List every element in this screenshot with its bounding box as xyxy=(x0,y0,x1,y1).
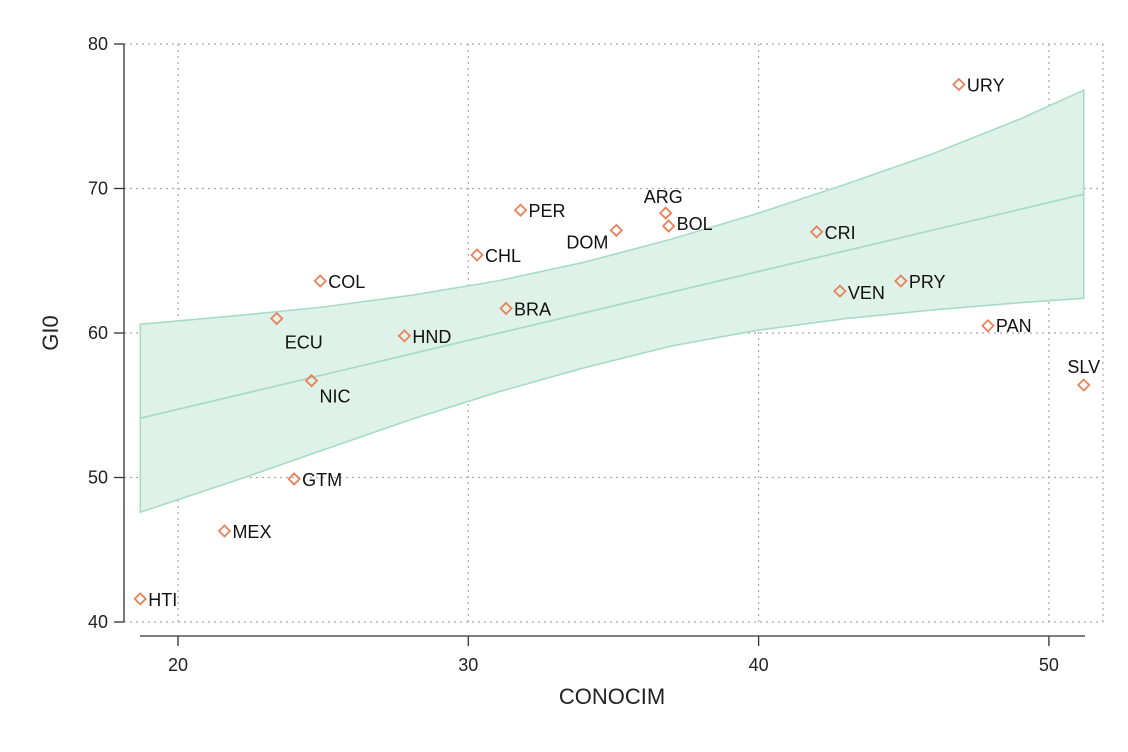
point-ARG xyxy=(658,206,673,220)
point-CRI xyxy=(809,225,824,239)
point-label-VEN: VEN xyxy=(848,283,885,303)
point-label-DOM: DOM xyxy=(566,232,608,252)
y-tick-label-80: 80 xyxy=(88,34,108,54)
y-axis-title: GI0 xyxy=(38,315,63,350)
point-PAN xyxy=(981,319,995,333)
tick-layer: 20 30 40 50 40 50 60 70 80 xyxy=(88,34,1059,675)
confidence-band xyxy=(139,88,1085,514)
point-MEX xyxy=(217,524,232,538)
point-SLV xyxy=(1076,378,1091,392)
point-label-BOL: BOL xyxy=(677,214,713,234)
x-tick-label-50: 50 xyxy=(1039,655,1059,675)
x-axis-title: CONOCIM xyxy=(559,684,665,709)
point-HND xyxy=(397,329,412,343)
point-label-CRI: CRI xyxy=(825,223,856,243)
point-GTM xyxy=(287,472,301,486)
x-tick-label-40: 40 xyxy=(749,655,769,675)
y-tick-label-50: 50 xyxy=(88,468,108,488)
point-label-NIC: NIC xyxy=(320,387,351,407)
y-tick-label-40: 40 xyxy=(88,612,108,632)
point-label-HND: HND xyxy=(412,327,451,347)
point-label-URY: URY xyxy=(967,75,1005,95)
point-label-COL: COL xyxy=(328,272,365,292)
point-ECU xyxy=(269,311,284,326)
point-label-PRY: PRY xyxy=(909,272,946,292)
point-label-CHL: CHL xyxy=(485,246,521,266)
x-tick-label-30: 30 xyxy=(458,655,478,675)
point-label-ARG: ARG xyxy=(644,187,683,207)
point-label-PER: PER xyxy=(529,201,566,221)
point-DOM xyxy=(609,223,624,238)
confidence-band-layer xyxy=(139,88,1085,514)
x-tick-label-20: 20 xyxy=(168,655,188,675)
point-label-ECU: ECU xyxy=(285,333,323,353)
point-BRA xyxy=(499,301,513,316)
point-NIC xyxy=(304,373,319,388)
fit-line xyxy=(140,193,1084,420)
point-BOL xyxy=(661,219,676,233)
point-CHL xyxy=(470,248,484,262)
point-VEN xyxy=(833,284,847,298)
point-label-PAN: PAN xyxy=(996,316,1032,336)
point-label-HTI: HTI xyxy=(148,590,177,610)
point-label-MEX: MEX xyxy=(232,522,271,542)
point-PRY xyxy=(894,274,908,288)
point-label-BRA: BRA xyxy=(514,299,551,319)
y-tick-label-60: 60 xyxy=(88,323,108,343)
point-label-SLV: SLV xyxy=(1067,357,1100,377)
point-label-GTM: GTM xyxy=(302,470,342,490)
point-COL xyxy=(313,274,328,288)
point-HTI xyxy=(133,592,148,606)
point-URY xyxy=(952,77,966,92)
y-tick-label-70: 70 xyxy=(88,179,108,199)
point-PER xyxy=(513,203,528,217)
